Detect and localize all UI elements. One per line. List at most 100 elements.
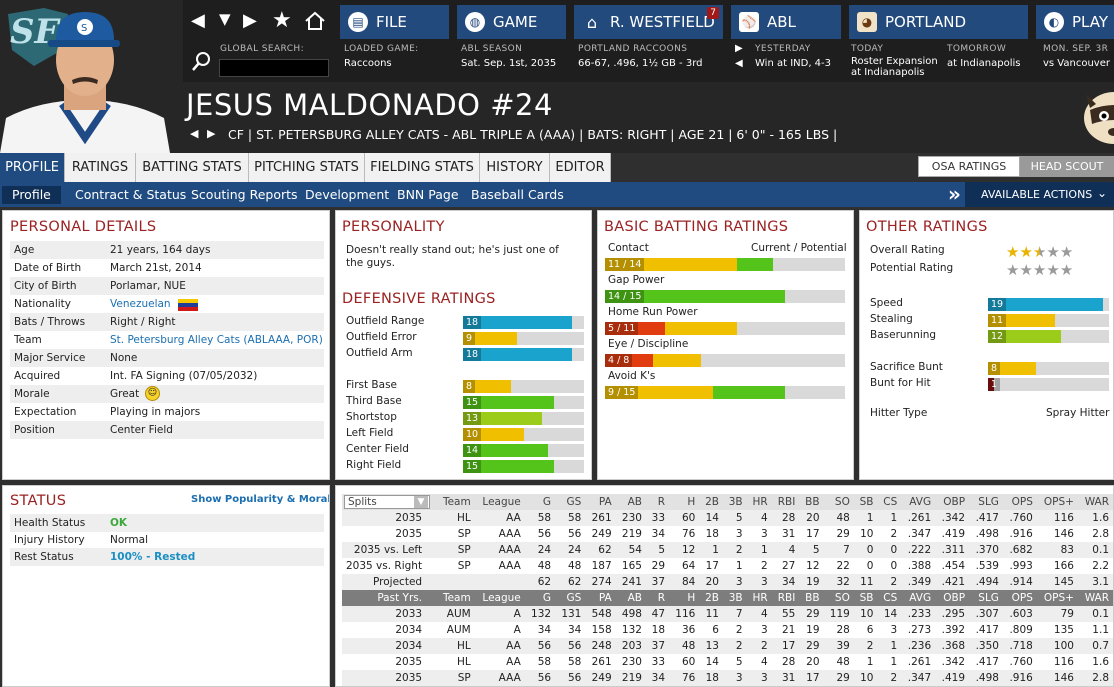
available-actions-label[interactable]: AVAILABLE ACTIONS bbox=[981, 188, 1093, 201]
stats-column-header[interactable]: SB bbox=[853, 494, 878, 510]
splits-select[interactable]: Splits ▼ bbox=[342, 494, 437, 510]
stats-cell: 0.1 bbox=[1077, 606, 1113, 622]
stats-column-header[interactable]: BB bbox=[799, 494, 824, 510]
forward-arrow-icon[interactable]: ▶ bbox=[243, 10, 257, 31]
subtab-baseball-cards[interactable]: Baseball Cards bbox=[471, 187, 564, 202]
past-column-header[interactable]: 3B bbox=[722, 590, 747, 606]
expand-chevron-icon[interactable]: » bbox=[948, 182, 961, 206]
current-fill bbox=[605, 322, 665, 335]
stats-column-header[interactable]: 2B bbox=[699, 494, 723, 510]
past-column-header[interactable]: CS bbox=[877, 590, 902, 606]
stats-column-header[interactable]: SLG bbox=[969, 494, 1003, 510]
other-rating-label: Stealing bbox=[870, 313, 913, 325]
personal-row-value[interactable]: Venezuelan bbox=[110, 298, 171, 310]
tab-history[interactable]: HISTORY bbox=[480, 153, 550, 182]
tab-profile[interactable]: PROFILE bbox=[0, 153, 65, 182]
head-scout-toggle[interactable]: HEAD SCOUT bbox=[1020, 156, 1114, 177]
league-button[interactable]: ⚾ ABL bbox=[731, 5, 841, 39]
prev-player-icon[interactable]: ◀ bbox=[190, 127, 199, 140]
actions-panel[interactable] bbox=[965, 182, 1114, 207]
past-column-header[interactable]: OPS bbox=[1002, 590, 1037, 606]
prev-day-icon[interactable]: ◀ bbox=[735, 58, 743, 69]
past-column-header[interactable]: G bbox=[524, 590, 556, 606]
chevron-down-icon[interactable]: ⌄ bbox=[1097, 186, 1108, 200]
past-column-header[interactable]: SLG bbox=[969, 590, 1003, 606]
stats-column-header[interactable]: OPS bbox=[1002, 494, 1037, 510]
personal-row-value[interactable]: St. Petersburg Alley Cats (ABLAAA, POR) bbox=[110, 334, 323, 346]
stats-column-header[interactable]: R bbox=[645, 494, 670, 510]
stats-cell: 34 bbox=[537, 624, 552, 636]
stats-column-header[interactable]: Team bbox=[436, 494, 475, 510]
search-icon[interactable] bbox=[191, 50, 213, 76]
stats-column-header[interactable]: OPS+ bbox=[1036, 494, 1078, 510]
past-column-header[interactable]: 2B bbox=[699, 590, 723, 606]
past-column-header[interactable]: BB bbox=[799, 590, 824, 606]
game-button[interactable]: ◍ GAME bbox=[457, 5, 566, 39]
stats-column-header[interactable]: SO bbox=[823, 494, 854, 510]
batting-rating-bar: 9 / 15 bbox=[605, 386, 845, 399]
past-column-header[interactable]: AB bbox=[615, 590, 646, 606]
stats-column-header[interactable]: OBP bbox=[935, 494, 970, 510]
subtab-development[interactable]: Development bbox=[305, 187, 390, 202]
subtab-bnn-page[interactable]: BNN Page bbox=[397, 187, 459, 202]
next-day-icon[interactable]: ▶ bbox=[735, 43, 743, 54]
stats-cell: 48 bbox=[823, 510, 854, 526]
stats-cell: 11 bbox=[699, 606, 723, 622]
past-column-header[interactable]: HR bbox=[746, 590, 772, 606]
past-column-header[interactable]: OPS+ bbox=[1036, 590, 1078, 606]
show-popularity-link[interactable]: Show Popularity & Morale bbox=[191, 494, 330, 505]
stats-column-header[interactable]: League bbox=[474, 494, 525, 510]
team-button[interactable]: ◕ PORTLAND bbox=[849, 5, 1028, 39]
stats-column-header[interactable]: AB bbox=[615, 494, 646, 510]
tab-fielding-stats[interactable]: FIELDING STATS bbox=[365, 153, 480, 182]
osa-ratings-toggle[interactable]: OSA RATINGS bbox=[918, 156, 1020, 177]
tab-editor[interactable]: EDITOR bbox=[550, 153, 611, 182]
subtab-contract-status[interactable]: Contract & Status bbox=[75, 187, 187, 202]
stats-cell: 1 bbox=[735, 560, 743, 572]
tab-ratings[interactable]: RATINGS bbox=[65, 153, 136, 182]
back-arrow-icon[interactable]: ◀ bbox=[191, 10, 205, 31]
past-column-header[interactable]: PA bbox=[585, 590, 616, 606]
past-column-header[interactable]: League bbox=[474, 590, 525, 606]
subtab-profile[interactable]: Profile bbox=[2, 186, 61, 204]
past-column-header[interactable]: R bbox=[645, 590, 670, 606]
stats-cell: HL bbox=[436, 510, 475, 526]
next-player-icon[interactable]: ▶ bbox=[207, 127, 216, 140]
past-column-header[interactable]: Team bbox=[436, 590, 475, 606]
stats-column-header[interactable]: G bbox=[524, 494, 556, 510]
past-column-header[interactable]: GS bbox=[555, 590, 586, 606]
stats-column-header[interactable]: RBI bbox=[771, 494, 800, 510]
past-column-header[interactable]: SO bbox=[823, 590, 854, 606]
tab-pitching-stats[interactable]: PITCHING STATS bbox=[249, 153, 365, 182]
stats-cell: 19 bbox=[799, 574, 824, 590]
stats-column-header[interactable]: HR bbox=[746, 494, 772, 510]
splits-select-box[interactable]: Splits ▼ bbox=[344, 495, 430, 509]
stats-column-header[interactable]: CS bbox=[877, 494, 902, 510]
play-button[interactable]: ◐ PLAY bbox=[1036, 5, 1114, 39]
past-column-header[interactable]: WAR bbox=[1077, 590, 1113, 606]
stats-cell: 58 bbox=[567, 656, 582, 668]
past-column-header[interactable]: RBI bbox=[771, 590, 800, 606]
favorite-star-icon[interactable]: ★ bbox=[272, 8, 292, 33]
stats-cell: .809 bbox=[1009, 624, 1033, 636]
stats-column-header[interactable]: GS bbox=[555, 494, 586, 510]
past-column-header[interactable]: SB bbox=[853, 590, 878, 606]
stats-column-header[interactable]: 3B bbox=[722, 494, 747, 510]
past-column-header[interactable]: OBP bbox=[935, 590, 970, 606]
stats-column-header[interactable]: WAR bbox=[1077, 494, 1113, 510]
stats-column-header[interactable]: H bbox=[669, 494, 700, 510]
manager-button[interactable]: ⌂ R. WESTFIELD 7 bbox=[574, 5, 723, 39]
home-icon[interactable] bbox=[304, 11, 326, 35]
search-input[interactable] bbox=[219, 59, 329, 77]
stats-cell: 14 bbox=[699, 510, 723, 526]
past-column-header[interactable]: H bbox=[669, 590, 700, 606]
tab-batting-stats[interactable]: BATTING STATS bbox=[136, 153, 249, 182]
season-label: ABL SEASON bbox=[461, 44, 523, 54]
past-column-header[interactable]: AVG bbox=[901, 590, 936, 606]
stats-column-header[interactable]: PA bbox=[585, 494, 616, 510]
file-button[interactable]: ▤ FILE bbox=[340, 5, 449, 39]
stats-column-header[interactable]: AVG bbox=[901, 494, 936, 510]
subtab-scouting-reports[interactable]: Scouting Reports bbox=[191, 187, 298, 202]
rating-value: 13 bbox=[463, 412, 482, 425]
dropdown-arrow-icon[interactable]: ▼ bbox=[219, 10, 231, 28]
